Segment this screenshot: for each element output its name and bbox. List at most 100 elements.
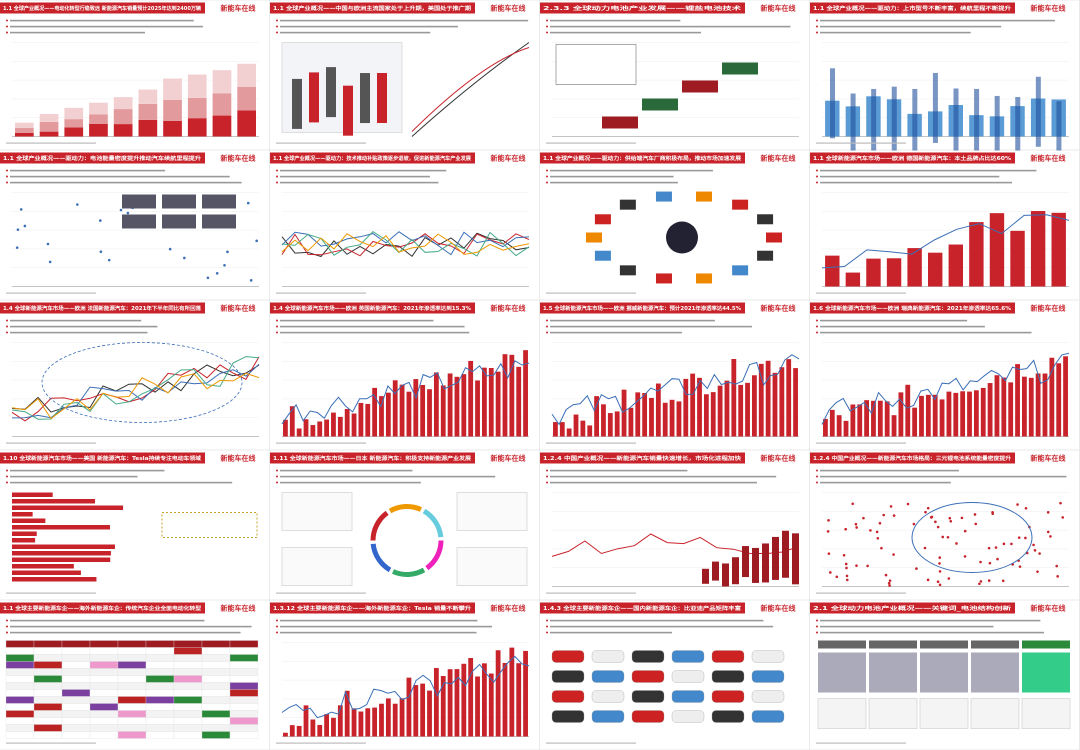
slide-title: 1.1 全球主要新能源车企——海外新能源车企：传统汽车企业全面电动化转型 <box>3 604 202 612</box>
bullet <box>816 475 818 478</box>
bar <box>351 708 357 737</box>
table-cell <box>5 682 35 690</box>
hub <box>666 221 698 254</box>
car-image <box>751 650 785 663</box>
bar <box>296 428 302 437</box>
brand-logo: 新能车在线 <box>221 304 256 313</box>
slide-title: 1.4.3 全球主要新能源车企——国内新能源车企：比亚迪产品矩阵丰富 <box>543 604 741 612</box>
bar-segment <box>64 119 84 128</box>
table-cell <box>5 661 35 669</box>
bar <box>475 380 480 437</box>
text-line <box>10 331 148 334</box>
bar <box>292 78 302 129</box>
text-line <box>550 325 752 328</box>
bar <box>758 363 764 437</box>
bar <box>1008 382 1014 437</box>
bar <box>317 724 323 737</box>
bar <box>406 391 412 437</box>
slide-background <box>810 450 1079 600</box>
point <box>1018 565 1022 568</box>
bar <box>331 412 336 437</box>
table-cell <box>89 654 119 662</box>
table-cell <box>89 717 119 725</box>
table-cell <box>61 724 91 732</box>
text-line <box>550 175 674 178</box>
diagram-box <box>682 80 718 93</box>
footer-line <box>816 742 906 744</box>
bar <box>427 389 432 437</box>
bar <box>891 415 897 437</box>
car-image <box>631 710 665 723</box>
point <box>1055 564 1058 568</box>
bar <box>793 368 798 437</box>
line <box>281 655 530 719</box>
table-cell <box>145 717 175 725</box>
car-image <box>162 214 196 229</box>
table-cell <box>201 703 231 711</box>
ring-segment <box>391 567 426 577</box>
bar <box>717 385 723 437</box>
point <box>842 553 846 557</box>
car-image <box>591 690 625 703</box>
text-line <box>280 469 413 472</box>
table-cell <box>173 647 203 655</box>
car-image <box>162 194 196 209</box>
brand-logo: 新能车在线 <box>491 304 526 313</box>
text-line <box>820 475 1067 478</box>
bar <box>385 392 391 437</box>
table-cell <box>33 689 63 697</box>
bar <box>468 658 474 737</box>
brand-logo: 新能车在线 <box>1031 4 1066 13</box>
text-line <box>820 19 1055 22</box>
point <box>1049 535 1052 538</box>
slide: 1.1 全球产业概况——驱动力：电池能量密度提升推动汽车续航里程提升 新能车在线 <box>0 150 269 300</box>
ring-segment <box>388 504 422 514</box>
text-line <box>550 475 777 478</box>
bar <box>372 387 378 437</box>
table-cell <box>61 654 91 662</box>
table-cell <box>33 696 63 704</box>
footer-line <box>6 742 96 744</box>
brand-logo: 新能车在线 <box>761 154 796 163</box>
table-cell <box>145 640 175 648</box>
text-line <box>550 619 764 622</box>
text-line <box>280 481 421 484</box>
point <box>869 529 872 532</box>
slide-title: 1.2.4 中国产业概况——新能源汽车市场格局：三元锂电池系统能量密度提升 <box>813 454 1012 462</box>
bar <box>1056 363 1062 437</box>
brand-logo-image <box>594 214 611 225</box>
point <box>829 571 832 574</box>
bar <box>939 399 945 437</box>
table-cell <box>145 689 175 697</box>
point <box>1032 543 1035 547</box>
bar <box>587 425 593 437</box>
slide-title: 1.11 全球新能源汽车市场——日本 新能源汽车：积极支持新能源产业发展 <box>273 454 472 462</box>
bar <box>360 73 370 124</box>
car-image <box>751 710 785 723</box>
footer-line <box>816 592 906 594</box>
bullet <box>816 625 818 628</box>
bar-segment <box>15 132 34 137</box>
bullet <box>6 175 8 178</box>
bar <box>303 419 309 437</box>
bar <box>731 358 737 437</box>
brand-logo: 新能车在线 <box>491 4 526 13</box>
bullet <box>546 631 548 634</box>
table-cell <box>173 682 203 690</box>
bar <box>676 401 682 437</box>
text-line <box>820 625 994 628</box>
bar-segment <box>163 99 182 121</box>
text-line <box>550 181 678 184</box>
bullet <box>546 331 548 334</box>
table-cell <box>229 710 259 718</box>
table-cell <box>173 661 203 669</box>
slide: 1.1 全球产业概况——电动化转型行稳致远 新能源汽车销量预计2025年达到24… <box>0 0 269 150</box>
slide: 1.10 全球新能源汽车市场——美国 新能源汽车：Tesla持续专注电动车领域 新… <box>0 450 269 600</box>
table-cell <box>61 710 91 718</box>
bar-segment <box>39 114 59 122</box>
bar <box>12 512 33 517</box>
table-cell <box>201 661 231 669</box>
text-box <box>456 547 528 586</box>
bullet <box>546 181 548 184</box>
table-cell <box>33 731 63 739</box>
